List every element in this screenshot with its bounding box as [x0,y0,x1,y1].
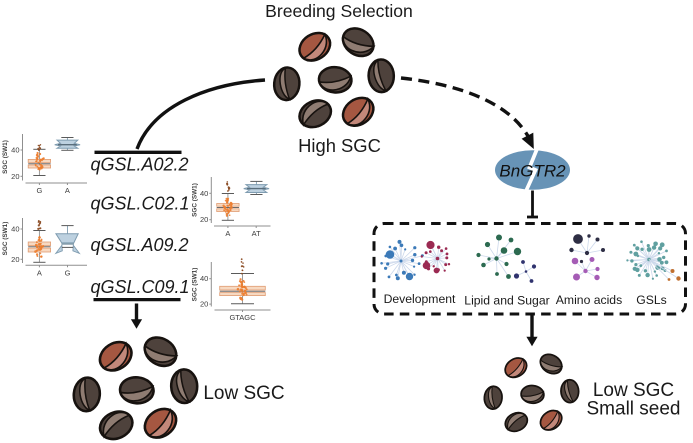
svg-text:40: 40 [200,274,208,283]
svg-text:G: G [65,268,71,277]
svg-text:A: A [225,229,230,238]
svg-text:Small seed: Small seed [587,399,681,420]
svg-text:Breeding Selection: Breeding Selection [265,1,413,21]
svg-text:BnGTR2: BnGTR2 [499,162,566,181]
svg-text:Low SGC: Low SGC [593,380,674,401]
svg-text:qGSL.C02.1: qGSL.C02.1 [91,194,190,214]
svg-text:Development: Development [384,292,456,306]
svg-text:High SGC: High SGC [298,135,381,156]
svg-text:Amino acids: Amino acids [556,293,622,307]
svg-text:A: A [65,186,70,195]
svg-text:SGC (SW1): SGC (SW1) [192,183,199,217]
svg-text:40: 40 [11,225,19,234]
svg-text:Low SGC: Low SGC [203,383,284,404]
svg-text:SGC (SW1): SGC (SW1) [192,268,199,302]
svg-text:GSLs: GSLs [636,293,666,307]
svg-text:20: 20 [200,215,208,224]
svg-text:20: 20 [200,300,208,309]
svg-text:SGC (SW1): SGC (SW1) [2,140,9,174]
svg-text:qGSL.C09.1: qGSL.C09.1 [91,277,190,297]
svg-text:Lipid and Sugar: Lipid and Sugar [464,294,549,308]
svg-text:qGSL.A09.2: qGSL.A09.2 [91,235,189,255]
svg-text:qGSL.A02.2: qGSL.A02.2 [91,155,189,175]
svg-text:40: 40 [11,146,19,155]
svg-text:GTAGC: GTAGC [229,313,256,322]
svg-text:SGC (SW1): SGC (SW1) [2,222,9,256]
svg-text:G: G [36,186,42,195]
svg-text:20: 20 [11,172,19,181]
svg-text:20: 20 [11,255,19,264]
svg-text:A: A [37,268,42,277]
svg-text:AT: AT [252,229,261,238]
svg-text:40: 40 [200,189,208,198]
